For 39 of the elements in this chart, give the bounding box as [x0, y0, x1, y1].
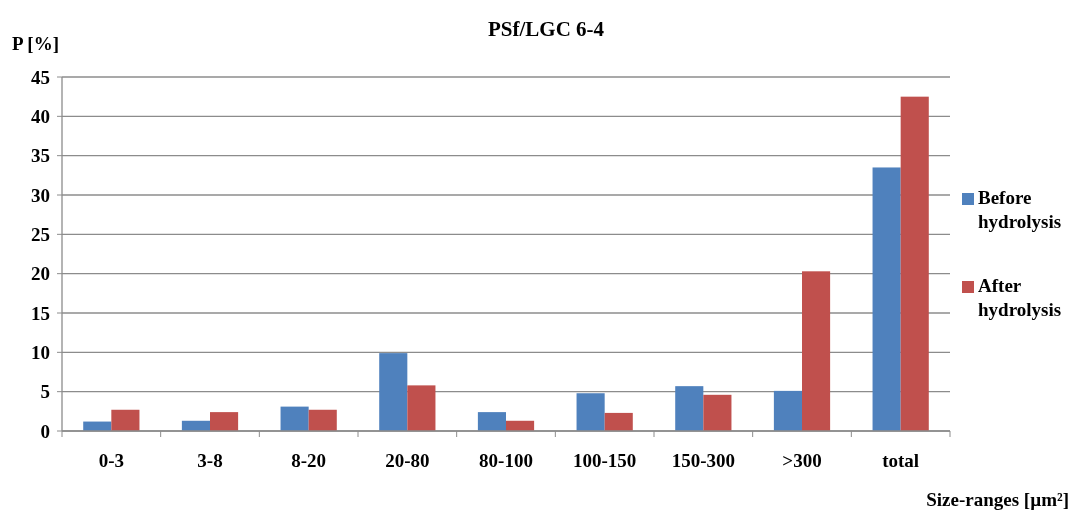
bar [111, 409, 140, 431]
y-tick-label: 15 [31, 302, 50, 324]
x-tick-label: total [882, 450, 920, 471]
bar [900, 96, 929, 431]
legend-label: Before hydrolysis [978, 187, 1062, 232]
x-tick-label: 150-300 [671, 450, 735, 471]
bar [379, 353, 408, 431]
y-tick-label: 40 [31, 105, 50, 127]
legend-label: After hydrolysis [978, 275, 1062, 320]
bar [703, 394, 732, 431]
y-tick-label: 5 [40, 381, 50, 403]
y-tick-label: 35 [31, 145, 50, 167]
bar [280, 406, 309, 431]
bar [407, 385, 436, 431]
bar [604, 412, 633, 431]
y-tick-label: 25 [31, 223, 50, 245]
x-tick-label: 3-8 [197, 450, 223, 471]
y-tick-label: 20 [31, 263, 50, 285]
bar [576, 393, 605, 431]
x-tick-label: 80-100 [479, 450, 533, 471]
bar [675, 386, 704, 431]
y-tick-label: 0 [40, 420, 50, 442]
x-tick-label: 20-80 [385, 450, 430, 471]
bar [872, 167, 901, 431]
x-tick-label: >300 [782, 450, 822, 471]
bar [773, 390, 802, 431]
bar [802, 271, 831, 431]
x-tick-label: 100-150 [573, 450, 637, 471]
x-axis-title: Size-ranges [µm²] [926, 489, 1069, 510]
bar [210, 412, 239, 431]
y-axis-title: P [%] [12, 33, 59, 54]
x-tick-label: 0-3 [98, 450, 124, 471]
chart-title: PSf/LGC 6-4 [487, 17, 605, 41]
y-tick-label: 45 [31, 66, 50, 88]
y-tick-label: 30 [31, 184, 50, 206]
y-tick-label: 10 [31, 341, 50, 363]
x-tick-label: 8-20 [291, 450, 327, 471]
bar [308, 409, 337, 431]
bar [477, 412, 506, 431]
